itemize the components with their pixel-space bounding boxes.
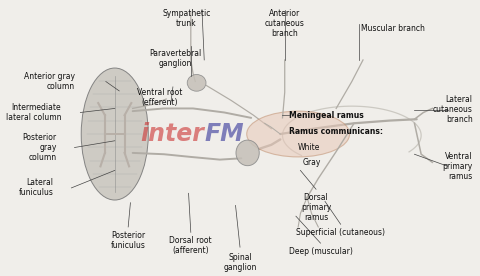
Text: Ramus communicans:: Ramus communicans:	[289, 127, 383, 136]
Text: White: White	[298, 143, 321, 152]
Text: inter: inter	[140, 122, 204, 146]
Ellipse shape	[187, 75, 206, 91]
Ellipse shape	[236, 140, 259, 166]
Text: Anterior
cutaneous
branch: Anterior cutaneous branch	[265, 9, 305, 38]
Ellipse shape	[247, 111, 349, 157]
Text: Sympathetic
trunk: Sympathetic trunk	[162, 9, 211, 28]
Text: Meningeal ramus: Meningeal ramus	[289, 111, 364, 120]
Text: Ventral root
(efferent): Ventral root (efferent)	[137, 88, 182, 107]
Text: Ventral
primary
ramus: Ventral primary ramus	[443, 152, 473, 181]
Text: Deep (muscular): Deep (muscular)	[288, 247, 352, 256]
Text: Paravertebral
ganglion: Paravertebral ganglion	[149, 49, 201, 68]
Text: Gray: Gray	[302, 158, 321, 167]
Text: Posterior
funiculus: Posterior funiculus	[111, 231, 145, 250]
Ellipse shape	[81, 68, 148, 200]
Text: Spinal
ganglion: Spinal ganglion	[223, 253, 257, 272]
Text: FM: FM	[204, 122, 244, 146]
Text: Dorsal
primary
ramus: Dorsal primary ramus	[301, 193, 331, 222]
Text: Intermediate
lateral column: Intermediate lateral column	[6, 103, 61, 122]
Text: Muscular branch: Muscular branch	[361, 23, 425, 33]
Text: Lateral
funiculus: Lateral funiculus	[19, 178, 53, 197]
Text: Posterior
gray
column: Posterior gray column	[23, 133, 57, 162]
Text: Lateral
cutaneous
branch: Lateral cutaneous branch	[433, 95, 473, 124]
Text: Anterior gray
column: Anterior gray column	[24, 72, 74, 91]
Text: Superficial (cutaneous): Superficial (cutaneous)	[296, 228, 385, 237]
Text: Dorsal root
(afferent): Dorsal root (afferent)	[169, 237, 212, 256]
